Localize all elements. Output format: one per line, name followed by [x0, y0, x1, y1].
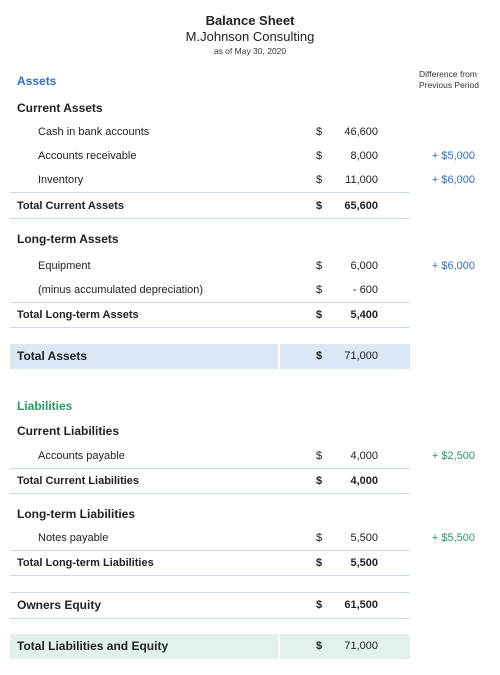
row-label: Total Current Liabilities — [17, 475, 140, 487]
row-amount: 4,000 — [350, 450, 378, 462]
row-amount: 8,000 — [350, 150, 378, 162]
difference-value: + $5,500 — [431, 532, 475, 544]
row-label: Total Long-term Liabilities — [17, 557, 154, 569]
total-current-assets-row: Total Current Assets $ 65,600 — [10, 194, 410, 219]
row-amount: 4,000 — [350, 475, 378, 487]
difference-header-line-2: Previous Period — [419, 80, 480, 90]
currency-symbol: $ — [316, 174, 323, 186]
difference-value: + $6,000 — [431, 260, 475, 272]
table-row: Accounts payable $ 4,000 — [10, 444, 410, 469]
band-divider — [278, 344, 280, 369]
table-row: (minus accumulated depreciation) $ - 600 — [10, 278, 410, 303]
table-row: Inventory $ 11,000 — [10, 168, 410, 193]
currency-symbol: $ — [316, 557, 323, 569]
report-title: Balance Sheet — [205, 13, 295, 28]
report-date: as of May 30, 2020 — [213, 46, 287, 56]
row-amount: 6,000 — [350, 260, 378, 272]
currency-symbol: $ — [316, 126, 323, 138]
row-label: Accounts payable — [38, 450, 125, 462]
currency-symbol: $ — [316, 200, 323, 212]
table-row: Cash in bank accounts $ 46,600 — [10, 120, 410, 144]
difference-value: + $6,000 — [431, 174, 475, 186]
total-current-liabilities-row: Total Current Liabilities $ 4,000 — [10, 469, 410, 494]
row-amount: 5,400 — [350, 309, 378, 321]
currency-symbol: $ — [316, 260, 323, 272]
total-long-term-liabilities-row: Total Long-term Liabilities $ 5,500 — [10, 551, 410, 576]
currency-symbol: $ — [316, 532, 323, 544]
long-term-assets-title: Long-term Assets — [17, 232, 119, 246]
total-long-term-assets-row: Total Long-term Assets $ 5,400 — [10, 303, 410, 328]
currency-symbol: $ — [316, 599, 323, 611]
report-header: Balance Sheet M.Johnson Consulting as of… — [0, 12, 500, 57]
currency-symbol: $ — [316, 309, 323, 321]
current-assets-title: Current Assets — [17, 101, 103, 115]
row-amount: 71,000 — [344, 350, 378, 362]
row-label: Cash in bank accounts — [38, 126, 150, 138]
row-amount: 71,000 — [344, 640, 378, 652]
difference-header-line-1: Difference from — [419, 69, 477, 79]
row-label: Accounts receivable — [38, 150, 137, 162]
band-divider — [278, 634, 280, 659]
total-liabilities-equity-row: Total Liabilities and Equity $ 71,000 — [10, 634, 410, 659]
table-row: Accounts receivable $ 8,000 — [10, 144, 410, 168]
difference-value: + $5,000 — [431, 150, 475, 162]
row-amount: 46,600 — [344, 126, 378, 138]
row-label: Owners Equity — [17, 598, 102, 612]
difference-value: + $2,500 — [431, 450, 475, 462]
row-amount: - 600 — [352, 284, 378, 296]
row-label: Notes payable — [38, 532, 109, 544]
company-name: M.Johnson Consulting — [185, 29, 315, 44]
row-label: Total Assets — [17, 349, 88, 363]
row-amount: 11,000 — [345, 174, 378, 186]
currency-symbol: $ — [316, 450, 323, 462]
row-label: Equipment — [38, 260, 91, 272]
long-term-liabilities-title: Long-term Liabilities — [17, 507, 136, 521]
row-amount: 65,600 — [344, 200, 378, 212]
table-row: Equipment $ 6,000 — [10, 254, 410, 278]
assets-section-title: Assets — [17, 74, 57, 88]
table-row: Notes payable $ 5,500 — [10, 526, 410, 551]
currency-symbol: $ — [316, 150, 323, 162]
liabilities-section-title: Liabilities — [17, 399, 73, 413]
row-amount: 5,500 — [350, 532, 378, 544]
row-label: Inventory — [38, 174, 84, 186]
currency-symbol: $ — [316, 475, 323, 487]
current-liabilities-title: Current Liabilities — [17, 424, 120, 438]
row-label: (minus accumulated depreciation) — [38, 284, 204, 296]
row-label: Total Liabilities and Equity — [17, 639, 169, 653]
currency-symbol: $ — [316, 350, 323, 362]
row-label: Total Long-term Assets — [17, 309, 139, 321]
row-amount: 61,500 — [344, 599, 378, 611]
row-label: Total Current Assets — [17, 200, 124, 212]
difference-column-header: Difference from Previous Period — [419, 69, 495, 91]
total-assets-row: Total Assets $ 71,000 — [10, 344, 410, 369]
currency-symbol: $ — [316, 284, 323, 296]
owners-equity-row: Owners Equity $ 61,500 — [10, 592, 410, 619]
currency-symbol: $ — [316, 640, 323, 652]
row-amount: 5,500 — [350, 557, 378, 569]
